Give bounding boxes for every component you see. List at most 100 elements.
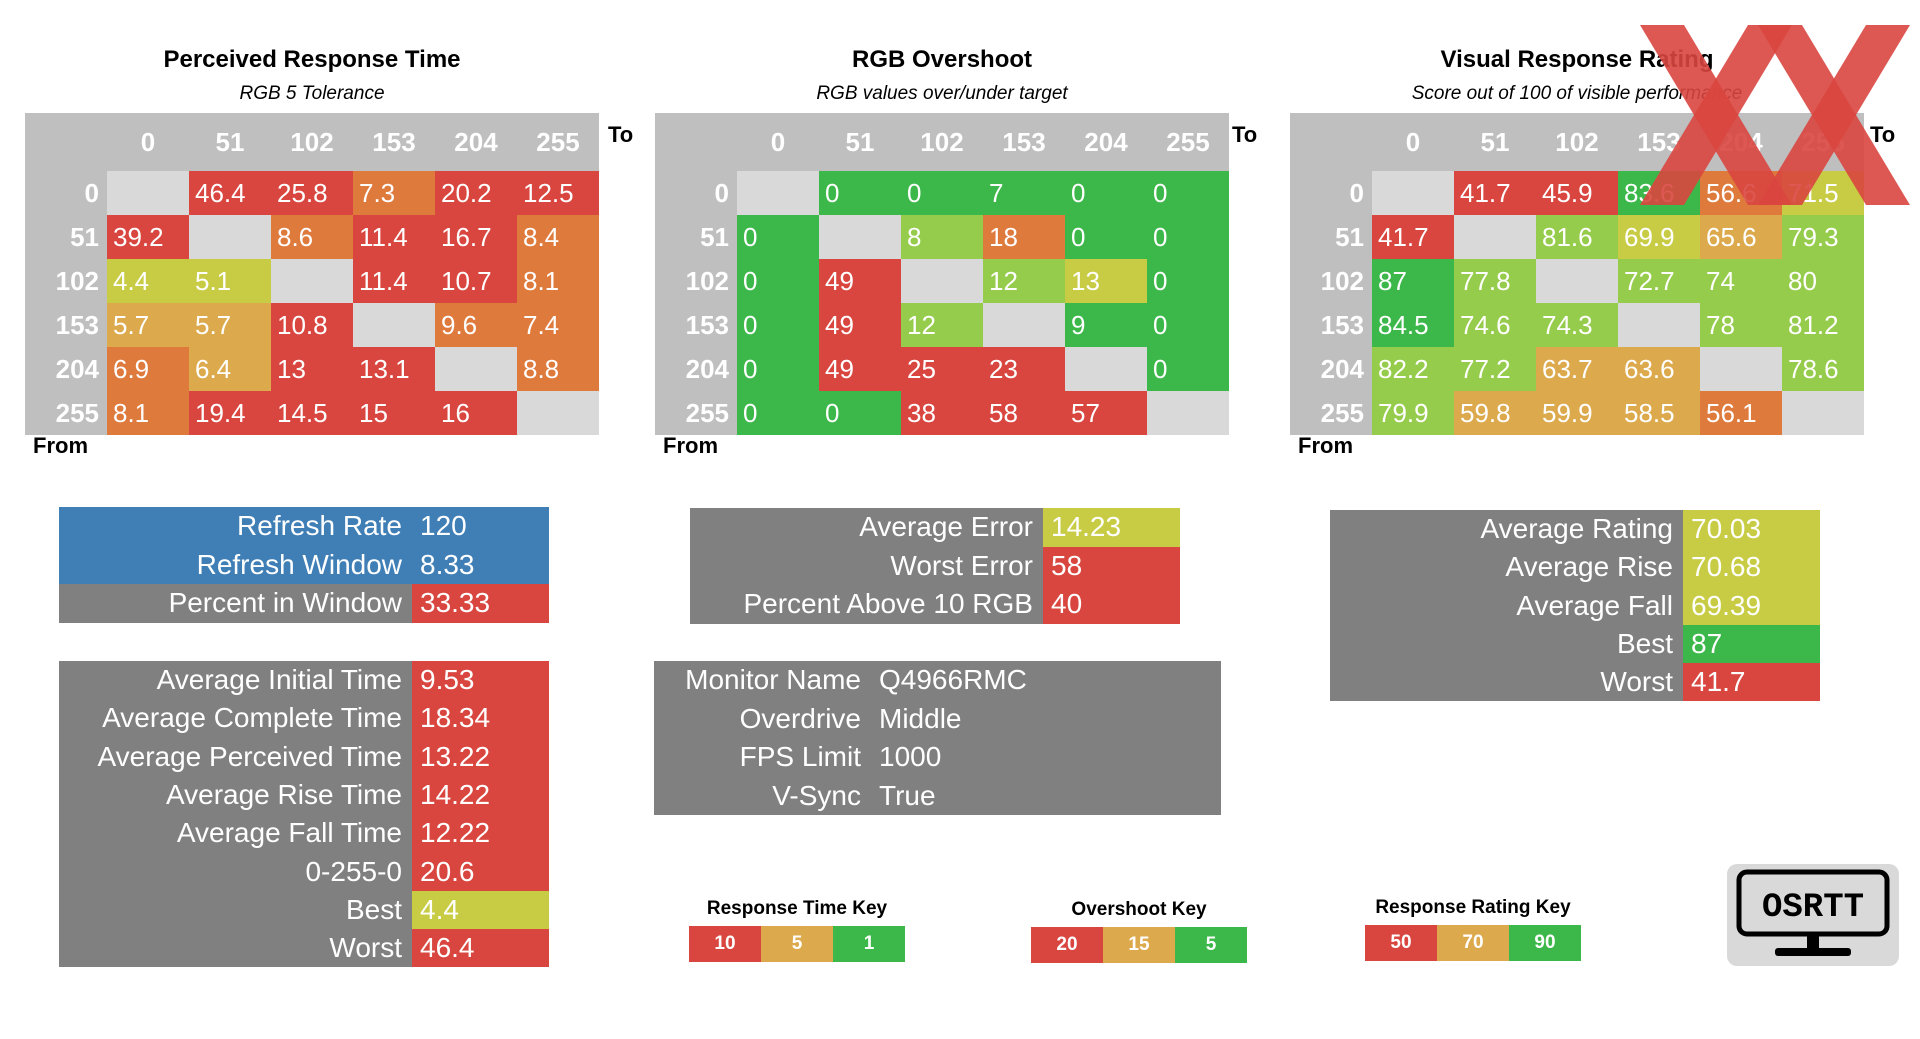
heatmap-cell: 0	[737, 303, 819, 347]
row-header: 204	[25, 347, 107, 391]
heatmap-cell: 12.5	[517, 171, 599, 215]
heatmap-cell: 7.4	[517, 303, 599, 347]
response-time-stats-table: Average Initial Time 9.53 Average Complete…	[59, 661, 549, 968]
overshoot-stats-table: Average Error 14.23 Worst Error 58 Percent A…	[690, 508, 1180, 624]
heatmap-cell: 0	[1147, 215, 1229, 259]
row-header: 51	[655, 215, 737, 259]
heatmap-cell	[189, 215, 271, 259]
stat-label: Average Error	[690, 508, 1043, 547]
row-header: 0	[1290, 171, 1372, 215]
heatmap-cell: 8.6	[271, 215, 353, 259]
stat-row: Worst 41.7	[1330, 663, 1820, 702]
heatmap-cell: 77.8	[1454, 259, 1536, 303]
heatmap-cell: 39.2	[107, 215, 189, 259]
heatmap-cell: 18	[983, 215, 1065, 259]
stat-row: Percent in Window 33.33	[59, 584, 549, 623]
heatmap-cell: 81.6	[1536, 215, 1618, 259]
heatmap-cell: 79.3	[1782, 215, 1864, 259]
heatmap-cell	[1454, 215, 1536, 259]
heatmap-cell: 0	[1065, 171, 1147, 215]
osrtt-logo: OSRTT	[1727, 864, 1899, 966]
stat-row: Refresh Window 8.33	[59, 545, 549, 584]
stat-label: Average Rating	[1330, 510, 1683, 549]
key-swatch: 20	[1031, 927, 1103, 963]
stat-value: 46.4	[412, 929, 549, 968]
key-swatches: 50 70 90	[1365, 925, 1581, 961]
refresh-stats-table: Refresh Rate 120 Refresh Window 8.33 Percent…	[59, 507, 549, 623]
heatmap-cell	[819, 215, 901, 259]
stat-value: 120	[412, 507, 549, 546]
column-header: 102	[1536, 113, 1618, 171]
heatmap-cell: 78.6	[1782, 347, 1864, 391]
heatmap-cell: 79.9	[1372, 391, 1454, 435]
heatmap-cell: 84.5	[1372, 303, 1454, 347]
heatmap-corner	[1290, 113, 1372, 171]
row-header: 153	[1290, 303, 1372, 347]
column-header: 204	[435, 113, 517, 171]
heatmap-grid: 0 51 102 153 204 255 0 0 0 7 0 0 51 0 8 18 0 0 102 0 49 12 13 0…	[655, 113, 1229, 435]
heatmap-cell: 72.7	[1618, 259, 1700, 303]
axis-to-label: To	[1232, 122, 1258, 147]
stat-row: 0-255-0 20.6	[59, 852, 549, 891]
axis-to-label: To	[1870, 122, 1896, 147]
key-swatches: 20 15 5	[1031, 927, 1247, 963]
heatmap-subtitle: RGB values over/under target	[816, 83, 1068, 104]
heatmap-cell: 5.7	[189, 303, 271, 347]
row-header: 0	[655, 171, 737, 215]
stat-label: Average Rise Time	[59, 775, 412, 815]
column-header: 0	[1372, 113, 1454, 171]
stat-label: Worst	[1330, 663, 1683, 702]
stat-row: Best 4.4	[59, 890, 549, 930]
heatmap-cell: 58.5	[1618, 391, 1700, 435]
stat-row: Average Fall Time 12.22	[59, 814, 549, 853]
heatmap-cell: 0	[1147, 347, 1229, 391]
heatmap-cell: 20.2	[435, 171, 517, 215]
heatmap-cell: 41.7	[1454, 171, 1536, 215]
heatmap-cell: 23	[983, 347, 1065, 391]
stat-value: 40	[1043, 585, 1180, 624]
stat-value: 8.33	[412, 545, 549, 584]
heatmap-cell	[1618, 303, 1700, 347]
key-swatch: 50	[1365, 925, 1437, 961]
key-swatch: 70	[1437, 925, 1509, 961]
column-header: 51	[1454, 113, 1536, 171]
heatmap-cell: 49	[819, 347, 901, 391]
heatmap-cell: 10.8	[271, 303, 353, 347]
heatmap-cell: 7.3	[353, 171, 435, 215]
heatmap-cell: 0	[1147, 259, 1229, 303]
key-swatch: 1	[833, 926, 905, 962]
heatmap-subtitle: Score out of 100 of visible performance	[1411, 83, 1743, 104]
column-header: 0	[737, 113, 819, 171]
row-header: 102	[25, 259, 107, 303]
heatmap-subtitle: RGB 5 Tolerance	[239, 83, 385, 104]
stat-value: 4.4	[412, 890, 549, 930]
heatmap-cell: 59.9	[1536, 391, 1618, 435]
heatmap-cell: 10.7	[435, 259, 517, 303]
stat-label: Refresh Rate	[59, 507, 412, 546]
heatmap-cell: 58	[983, 391, 1065, 435]
heatmap-cell	[737, 171, 819, 215]
heatmap-cell	[1536, 259, 1618, 303]
heatmap-cell: 78	[1700, 303, 1782, 347]
row-header: 204	[1290, 347, 1372, 391]
heatmap-cell: 65.6	[1700, 215, 1782, 259]
stat-label: 0-255-0	[59, 852, 412, 891]
heatmap-cell: 0	[819, 391, 901, 435]
heatmap-grid: 0 51 102 153 204 255 0 46.4 25.8 7.3 20.2 12.5 51 39.…	[25, 113, 599, 435]
axis-from-label: From	[33, 433, 88, 458]
stat-row: Average Complete Time 18.34	[59, 699, 549, 738]
heatmap-cell: 8.4	[517, 215, 599, 259]
stat-value: 69.39	[1683, 586, 1820, 625]
heatmap-cell: 74	[1700, 259, 1782, 303]
heatmap-cell: 0	[1065, 215, 1147, 259]
axis-to-label: To	[608, 122, 634, 147]
key-swatch: 90	[1509, 925, 1581, 961]
stat-label: Worst	[59, 929, 412, 968]
stat-row: Average Rise Time 14.22	[59, 775, 549, 815]
heatmap-cell: 0	[737, 347, 819, 391]
key-title: Response Time Key	[706, 898, 888, 919]
stat-label: Monitor Name	[654, 661, 871, 700]
stat-row: Monitor Name Q4966RMC	[654, 661, 1221, 700]
stat-row: Worst Error 58	[690, 546, 1180, 585]
heatmap-cell	[1372, 171, 1454, 215]
